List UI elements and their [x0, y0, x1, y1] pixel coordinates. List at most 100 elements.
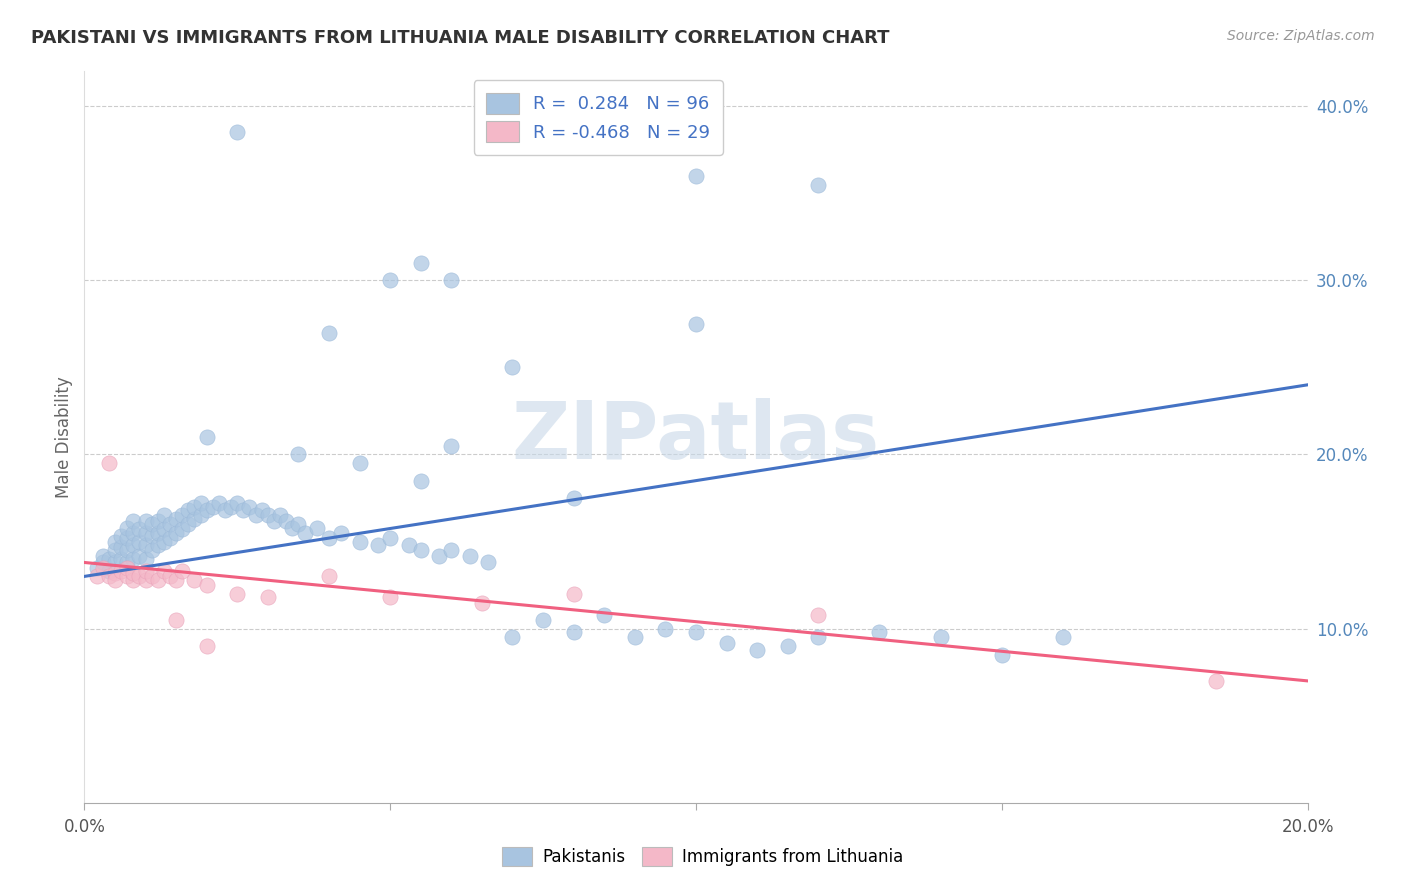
- Point: [276, 514, 298, 528]
- Point: [135, 552, 157, 566]
- Point: [250, 503, 273, 517]
- Point: [135, 573, 157, 587]
- Point: [115, 543, 138, 558]
- Point: [269, 508, 291, 523]
- Point: [115, 531, 138, 545]
- Point: [807, 631, 830, 645]
- Point: [318, 569, 340, 583]
- Point: [201, 500, 224, 514]
- Point: [110, 552, 132, 566]
- Point: [1205, 673, 1227, 688]
- Point: [190, 508, 212, 523]
- Point: [263, 514, 285, 528]
- Point: [380, 531, 402, 545]
- Point: [458, 549, 481, 563]
- Point: [159, 517, 181, 532]
- Point: [318, 531, 340, 545]
- Point: [226, 587, 249, 601]
- Point: [91, 560, 114, 574]
- Point: [165, 512, 187, 526]
- Point: [146, 573, 169, 587]
- Point: [128, 534, 150, 549]
- Point: [1052, 631, 1074, 645]
- Text: ZIPatlas: ZIPatlas: [512, 398, 880, 476]
- Point: [477, 556, 499, 570]
- Point: [135, 514, 157, 528]
- Point: [409, 256, 432, 270]
- Point: [685, 625, 707, 640]
- Point: [562, 491, 585, 505]
- Point: [104, 573, 127, 587]
- Point: [238, 500, 260, 514]
- Point: [122, 525, 145, 540]
- Text: Source: ZipAtlas.com: Source: ZipAtlas.com: [1227, 29, 1375, 43]
- Point: [287, 448, 309, 462]
- Point: [153, 522, 176, 536]
- Point: [685, 169, 707, 183]
- Point: [330, 525, 353, 540]
- Point: [122, 538, 145, 552]
- Point: [226, 125, 249, 139]
- Point: [807, 178, 830, 192]
- Point: [471, 595, 494, 609]
- Point: [219, 500, 242, 514]
- Point: [86, 569, 108, 583]
- Point: [115, 569, 138, 583]
- Point: [122, 552, 145, 566]
- Point: [104, 534, 127, 549]
- Point: [195, 578, 218, 592]
- Point: [685, 317, 707, 331]
- Point: [716, 635, 738, 649]
- Point: [440, 439, 463, 453]
- Point: [104, 543, 127, 558]
- Point: [183, 512, 205, 526]
- Point: [146, 538, 169, 552]
- Point: [128, 522, 150, 536]
- Point: [624, 631, 647, 645]
- Point: [257, 508, 280, 523]
- Point: [281, 521, 304, 535]
- Point: [110, 564, 132, 578]
- Point: [245, 508, 267, 523]
- Point: [172, 564, 194, 578]
- Point: [183, 573, 205, 587]
- Point: [128, 549, 150, 563]
- Point: [97, 569, 120, 583]
- Point: [991, 648, 1014, 662]
- Point: [104, 566, 127, 580]
- Point: [195, 430, 218, 444]
- Point: [380, 591, 402, 605]
- Point: [183, 500, 205, 514]
- Point: [141, 569, 163, 583]
- Point: [159, 531, 181, 545]
- Point: [135, 564, 157, 578]
- Point: [440, 543, 463, 558]
- Point: [122, 573, 145, 587]
- Text: PAKISTANI VS IMMIGRANTS FROM LITHUANIA MALE DISABILITY CORRELATION CHART: PAKISTANI VS IMMIGRANTS FROM LITHUANIA M…: [31, 29, 890, 46]
- Point: [153, 564, 176, 578]
- Point: [776, 639, 799, 653]
- Point: [115, 560, 138, 574]
- Point: [807, 607, 830, 622]
- Legend: R =  0.284   N = 96, R = -0.468   N = 29: R = 0.284 N = 96, R = -0.468 N = 29: [474, 80, 723, 154]
- Point: [135, 538, 157, 552]
- Point: [104, 556, 127, 570]
- Point: [115, 556, 138, 570]
- Point: [122, 566, 145, 580]
- Point: [562, 587, 585, 601]
- Point: [195, 503, 218, 517]
- Point: [349, 456, 371, 470]
- Point: [305, 521, 328, 535]
- Point: [562, 625, 585, 640]
- Point: [159, 569, 181, 583]
- Point: [747, 642, 769, 657]
- Point: [232, 503, 254, 517]
- Point: [869, 625, 891, 640]
- Point: [226, 496, 249, 510]
- Point: [172, 508, 194, 523]
- Point: [427, 549, 450, 563]
- Point: [146, 525, 169, 540]
- Point: [91, 556, 114, 570]
- Point: [208, 496, 231, 510]
- Point: [195, 639, 218, 653]
